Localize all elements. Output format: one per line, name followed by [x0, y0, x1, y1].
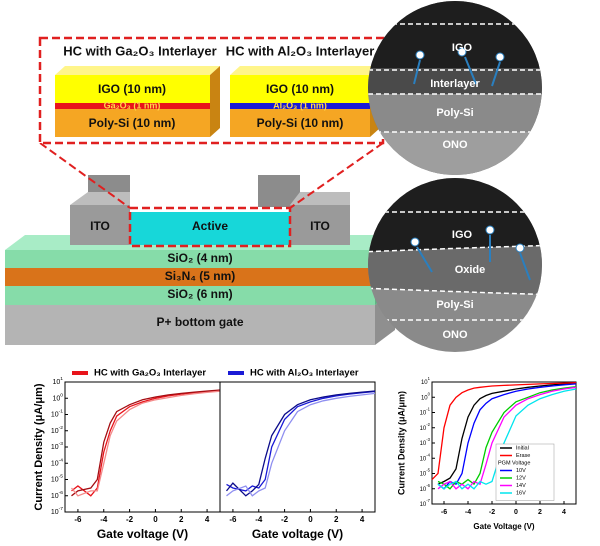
charts: 10-7 10-6 10-5 10-4 10-3 10-2 10-1 100 101 -6 -4 -2…	[33, 368, 577, 541]
legend-title: PGM Voltage	[498, 460, 530, 466]
x-tick-label: 4	[205, 515, 210, 524]
y-axis-title: Current Density (μA/μm)	[33, 383, 45, 510]
y-tick-label: 10-1	[420, 407, 431, 416]
layer-label: Poly-Si (10 nm)	[257, 116, 344, 130]
data-line	[431, 382, 577, 481]
y-tick-label: 10-3	[51, 441, 63, 451]
y-tick-label: 100	[52, 393, 63, 403]
y-tick-label: 10-3	[420, 437, 431, 446]
legend-label: HC with Al₂O₃ Interlayer	[250, 368, 359, 379]
y-tick-label: 10-4	[51, 458, 63, 468]
legend-label: Initial	[516, 445, 529, 451]
y-tick-label: 10-4	[420, 452, 431, 461]
y-tick-label: 101	[421, 376, 431, 385]
x-tick-label: -6	[441, 509, 447, 516]
y-tick-label: 10-7	[51, 506, 63, 516]
x-tick-label: 4	[562, 509, 566, 516]
x-axis-title: Gate Voltage (V)	[473, 522, 535, 531]
inset-title: HC with Ga₂O₃ Interlayer	[63, 43, 216, 58]
x-tick-label: 4	[360, 515, 365, 524]
x-tick-label: 2	[334, 515, 339, 524]
legend-label: 10V	[516, 468, 526, 474]
x-tick-label: 2	[538, 509, 542, 516]
x-tick-label: -4	[465, 509, 471, 516]
layer-label: Si₃N₄ (5 nm)	[165, 269, 236, 283]
data-line	[437, 385, 577, 490]
legend-label: 12V	[516, 475, 526, 481]
x-tick-label: 0	[514, 509, 518, 516]
active-label: Active	[192, 219, 228, 233]
y-tick-label: 10-5	[51, 474, 63, 484]
legend-label: Erase	[516, 453, 530, 459]
y-tick-label: 10-2	[420, 422, 431, 431]
data-line	[226, 392, 376, 497]
y-tick-label: 10-6	[420, 483, 431, 492]
y-tick-label: 10-2	[51, 425, 63, 435]
tem-label: IGO	[452, 42, 473, 54]
electrode-label: ITO	[310, 219, 330, 233]
layer-label: SiO₂ (6 nm)	[167, 287, 232, 301]
layer-label: IGO (10 nm)	[98, 82, 166, 96]
y-tick-label: 10-6	[51, 490, 63, 500]
x-axis-title: Gate voltage (V)	[97, 527, 188, 541]
y-tick-label: 10-5	[420, 468, 431, 477]
x-tick-label: -2	[281, 515, 289, 524]
x-tick-label: -2	[489, 509, 495, 516]
x-axis-title: Gate voltage (V)	[252, 527, 343, 541]
y-tick-label: 10-7	[420, 498, 431, 507]
tem-image	[368, 1, 542, 175]
x-tick-label: 0	[153, 515, 158, 524]
inset-title: HC with Al₂O₃ Interlayer	[226, 43, 375, 58]
layer-label: Poly-Si (10 nm)	[89, 116, 176, 130]
data-line	[225, 390, 376, 497]
x-tick-label: -6	[74, 515, 82, 524]
tem-label: IGO	[452, 229, 473, 241]
data-line	[71, 389, 221, 497]
x-tick-label: 2	[179, 515, 184, 524]
y-tick-label: 101	[52, 376, 63, 386]
layer-label: SiO₂ (4 nm)	[167, 251, 232, 265]
layer-label: IGO (10 nm)	[266, 82, 334, 96]
tem-label: Poly-Si	[436, 107, 473, 119]
legend-label: 14V	[516, 483, 526, 489]
x-tick-label: -2	[126, 515, 134, 524]
y-tick-label: 10-1	[51, 409, 63, 419]
x-tick-label: -6	[229, 515, 237, 524]
legend-box	[495, 443, 555, 501]
layer-label: Al₂O₃ (1 nm)	[273, 100, 327, 110]
x-tick-label: -4	[100, 515, 108, 524]
x-tick-label: 0	[308, 515, 313, 524]
layer-label: P+ bottom gate	[156, 315, 243, 329]
y-tick-label: 100	[421, 391, 431, 400]
data-line	[437, 388, 577, 490]
data-line	[437, 382, 577, 485]
tem-label: ONO	[442, 139, 468, 151]
layer-label: Ga₂O₃ (1 nm)	[104, 100, 161, 110]
data-line	[437, 386, 577, 490]
legend-label: 16V	[516, 490, 526, 496]
electrode-label: ITO	[90, 219, 110, 233]
tem-label: Poly-Si	[436, 299, 473, 311]
y-axis-title: Current Density (μA/μm)	[396, 391, 406, 495]
tem-label: Interlayer	[430, 78, 480, 90]
tem-label: Oxide	[455, 264, 486, 276]
data-line	[70, 390, 221, 497]
legend-label: HC with Ga₂O₃ Interlayer	[94, 368, 206, 379]
tem-label: ONO	[442, 329, 468, 341]
x-tick-label: -4	[255, 515, 263, 524]
